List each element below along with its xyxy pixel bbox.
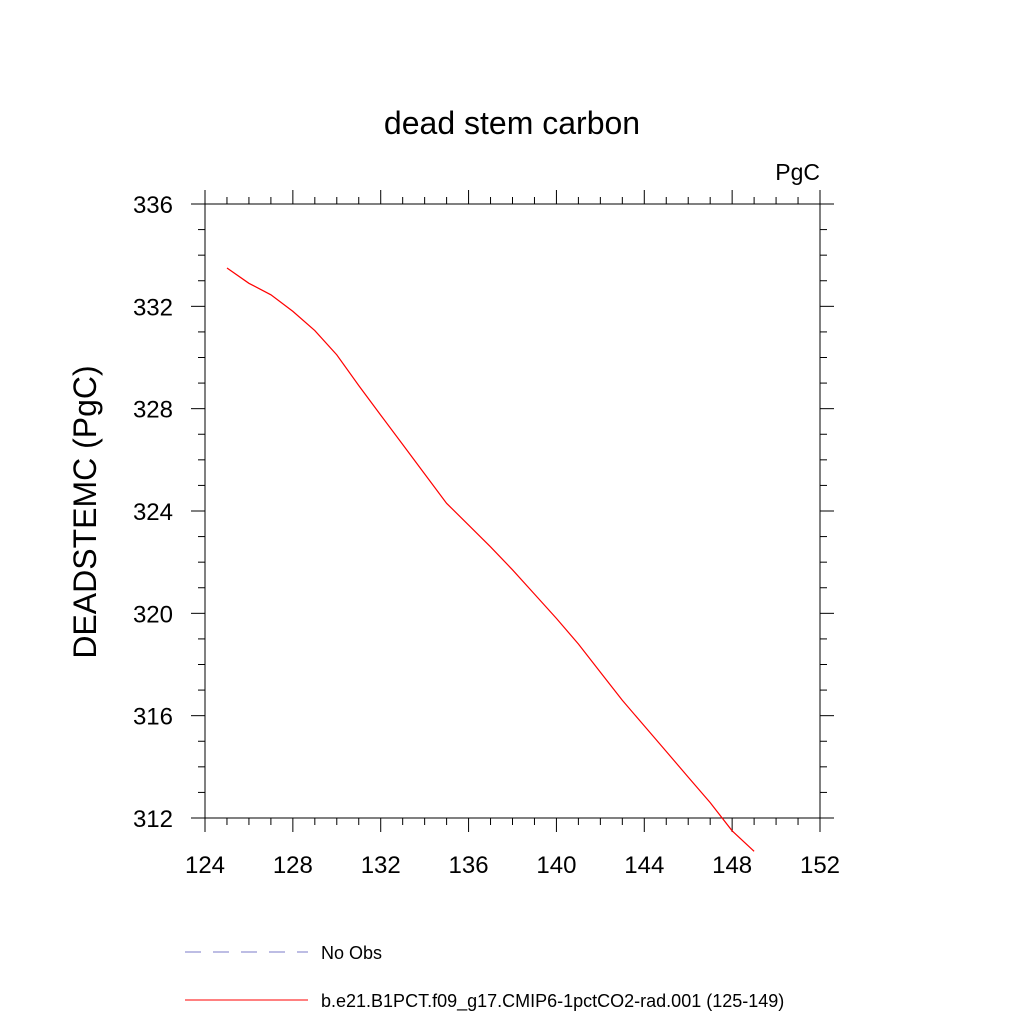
series-layer	[226, 267, 755, 852]
x-tick-label: 136	[449, 852, 489, 879]
y-tick-label: 332	[133, 294, 173, 321]
y-axis-label: DEADSTEMC (PgC)	[67, 365, 103, 658]
y-tick-label: 316	[133, 704, 173, 731]
chart-title: dead stem carbon	[384, 105, 640, 141]
y-tick-label: 336	[133, 192, 173, 219]
y-tick-label: 320	[133, 601, 173, 628]
y-tick-label: 312	[133, 806, 173, 833]
x-tick-label: 128	[273, 852, 313, 879]
x-tick-label: 152	[800, 852, 840, 879]
x-tick-label: 132	[361, 852, 401, 879]
y-tick-label: 324	[133, 499, 173, 526]
legend-label: No Obs	[321, 943, 382, 963]
y-tick-label: 328	[133, 397, 173, 424]
legend: No Obs b.e21.B1PCT.f09_g17.CMIP6-1pctCO2-…	[185, 943, 784, 1012]
x-tick-label: 144	[624, 852, 664, 879]
legend-label: b.e21.B1PCT.f09_g17.CMIP6-1pctCO2-rad.00…	[321, 991, 784, 1012]
x-tick-label: 148	[712, 852, 752, 879]
units-label: PgC	[775, 159, 820, 185]
series-line	[226, 267, 755, 852]
x-tick-label: 124	[185, 852, 225, 879]
x-tick-label: 140	[536, 852, 576, 879]
axes-layer: 124 128 132 136 140 144 148 152 312 316 320 324 328 3…	[133, 190, 840, 879]
plot-frame	[204, 203, 821, 819]
